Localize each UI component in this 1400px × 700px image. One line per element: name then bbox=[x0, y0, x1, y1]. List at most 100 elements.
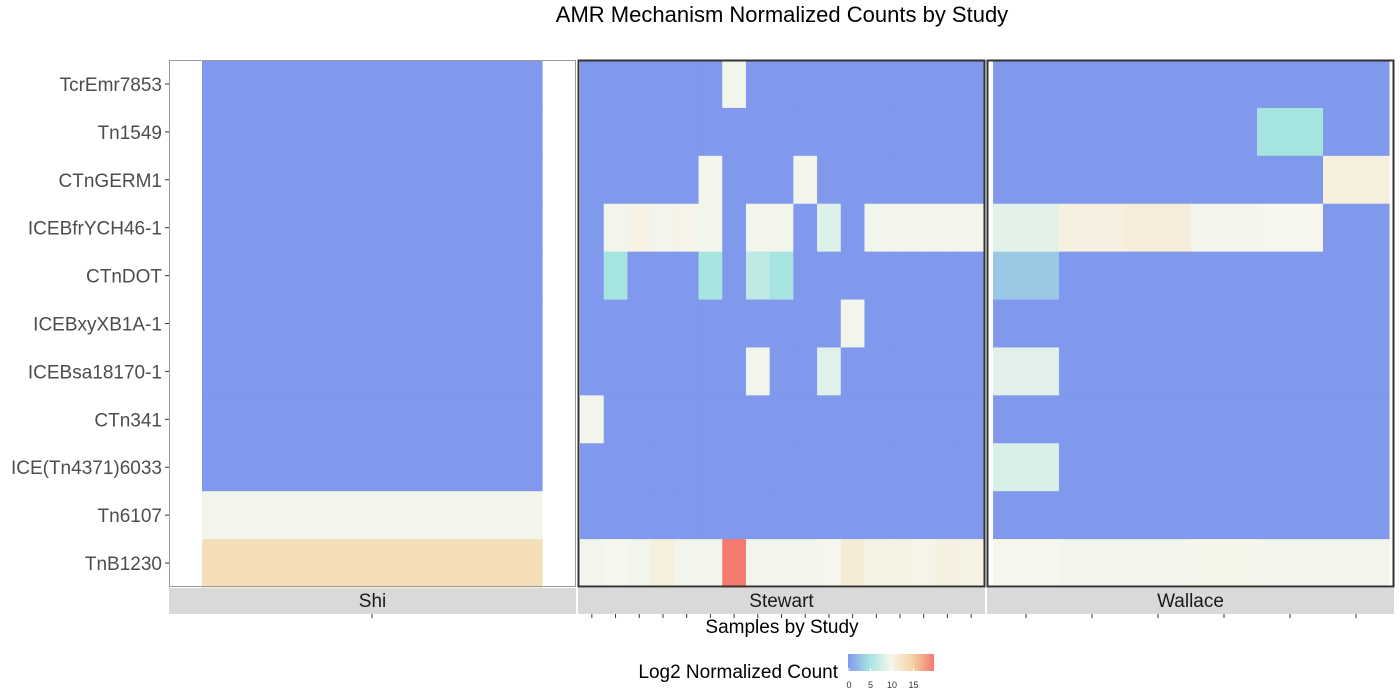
heatmap-cell bbox=[840, 443, 866, 492]
heatmap-cell bbox=[722, 299, 747, 349]
heatmap-cell bbox=[722, 443, 747, 492]
heatmap-cell bbox=[627, 107, 652, 157]
heatmap-cell bbox=[202, 251, 543, 301]
heatmap-cell bbox=[888, 395, 913, 444]
heatmap-cell bbox=[840, 491, 866, 540]
heatmap-cell bbox=[993, 299, 1060, 349]
heatmap-cell bbox=[911, 251, 937, 301]
heatmap-cell bbox=[817, 395, 842, 444]
heatmap-cell bbox=[651, 443, 676, 492]
heatmap-cell bbox=[959, 155, 984, 205]
heatmap-cell bbox=[603, 60, 629, 109]
heatmap-cell bbox=[840, 203, 866, 253]
heatmap-cell bbox=[674, 347, 700, 396]
heatmap-cell bbox=[911, 395, 937, 444]
heatmap-cell bbox=[1059, 491, 1126, 540]
heatmap-cell bbox=[817, 491, 842, 540]
heatmap-cell bbox=[580, 60, 605, 109]
heatmap-cell bbox=[1059, 347, 1126, 396]
heatmap-cell bbox=[1059, 443, 1126, 492]
heatmap-cell bbox=[888, 60, 913, 109]
heatmap-cell bbox=[745, 155, 771, 205]
heatmap-cell bbox=[745, 251, 771, 301]
heatmap-cell bbox=[1323, 395, 1390, 444]
heatmap-cell bbox=[580, 395, 605, 444]
heatmap-cell bbox=[864, 443, 889, 492]
heatmap-cell bbox=[959, 60, 984, 109]
heatmap-cell bbox=[651, 299, 676, 349]
heatmap-cell bbox=[769, 107, 794, 157]
heatmap-cell bbox=[1125, 347, 1192, 396]
heatmap-cell bbox=[651, 60, 676, 109]
heatmap-cell bbox=[1125, 395, 1192, 444]
heatmap-cell bbox=[603, 251, 629, 301]
heatmap-cell bbox=[627, 155, 652, 205]
heatmap-cell bbox=[817, 251, 842, 301]
heatmap-cell bbox=[1257, 347, 1324, 396]
heatmap-cell bbox=[935, 107, 960, 157]
heatmap-cell bbox=[959, 299, 984, 349]
heatmap-cell bbox=[698, 107, 723, 157]
heatmap-cell bbox=[911, 60, 937, 109]
legend-tick-label: 0 bbox=[846, 680, 851, 690]
heatmap-cell bbox=[864, 395, 889, 444]
heatmap-cell bbox=[627, 203, 652, 253]
heatmap-cell bbox=[888, 347, 913, 396]
heatmap-cell bbox=[959, 491, 984, 540]
heatmap-cell bbox=[651, 155, 676, 205]
heatmap-cell bbox=[674, 395, 700, 444]
heatmap-cell bbox=[603, 443, 629, 492]
heatmap-cell bbox=[817, 539, 842, 588]
heatmap-cell bbox=[1191, 443, 1258, 492]
heatmap-cell bbox=[769, 395, 794, 444]
heatmap-cell bbox=[1125, 251, 1192, 301]
heatmap-cell bbox=[817, 107, 842, 157]
heatmap-cell bbox=[888, 299, 913, 349]
heatmap-cell bbox=[993, 347, 1060, 396]
heatmap-cell bbox=[745, 491, 771, 540]
heatmap-cell bbox=[745, 299, 771, 349]
heatmap-cell bbox=[202, 539, 543, 588]
heatmap-cell bbox=[769, 299, 794, 349]
y-tick-label: ICEBxyXB1A-1 bbox=[33, 315, 162, 336]
heatmap-cell bbox=[840, 539, 866, 588]
heatmap-cell bbox=[840, 251, 866, 301]
heatmap-cell bbox=[1257, 251, 1324, 301]
heatmap-cell bbox=[674, 443, 700, 492]
heatmap-cell bbox=[817, 155, 842, 205]
heatmap-cell bbox=[864, 60, 889, 109]
panel-border bbox=[986, 59, 1395, 588]
heatmap-cell bbox=[745, 443, 771, 492]
heatmap-cell bbox=[1323, 107, 1390, 157]
heatmap-cell bbox=[651, 539, 676, 588]
heatmap-cell bbox=[817, 299, 842, 349]
heatmap-cell bbox=[745, 203, 771, 253]
heatmap-cell bbox=[698, 251, 723, 301]
heatmap-cell bbox=[769, 203, 794, 253]
heatmap-cell bbox=[793, 107, 818, 157]
heatmap-cell bbox=[651, 395, 676, 444]
heatmap-cell bbox=[840, 60, 866, 109]
y-tick-label: CTnGERM1 bbox=[59, 171, 162, 192]
heatmap-cell bbox=[745, 539, 771, 588]
heatmap-cell bbox=[1257, 443, 1324, 492]
heatmap-cell bbox=[769, 251, 794, 301]
heatmap-cell bbox=[1323, 299, 1390, 349]
heatmap-cell bbox=[202, 491, 543, 540]
y-tick-label: ICE(Tn4371)6033 bbox=[11, 458, 162, 479]
heatmap-cell bbox=[1125, 491, 1192, 540]
heatmap-cell bbox=[840, 155, 866, 205]
heatmap-cell bbox=[793, 539, 818, 588]
heatmap-cell bbox=[580, 155, 605, 205]
y-tick-label: TcrEmr7853 bbox=[60, 75, 162, 96]
heatmap-cell bbox=[1323, 155, 1390, 205]
heatmap-cell bbox=[674, 203, 700, 253]
heatmap-cell bbox=[1125, 443, 1192, 492]
heatmap-cell bbox=[698, 443, 723, 492]
heatmap-cell bbox=[722, 107, 747, 157]
heatmap-cell bbox=[674, 539, 700, 588]
heatmap-cell bbox=[959, 203, 984, 253]
heatmap-cell bbox=[1191, 299, 1258, 349]
heatmap-cell bbox=[580, 443, 605, 492]
